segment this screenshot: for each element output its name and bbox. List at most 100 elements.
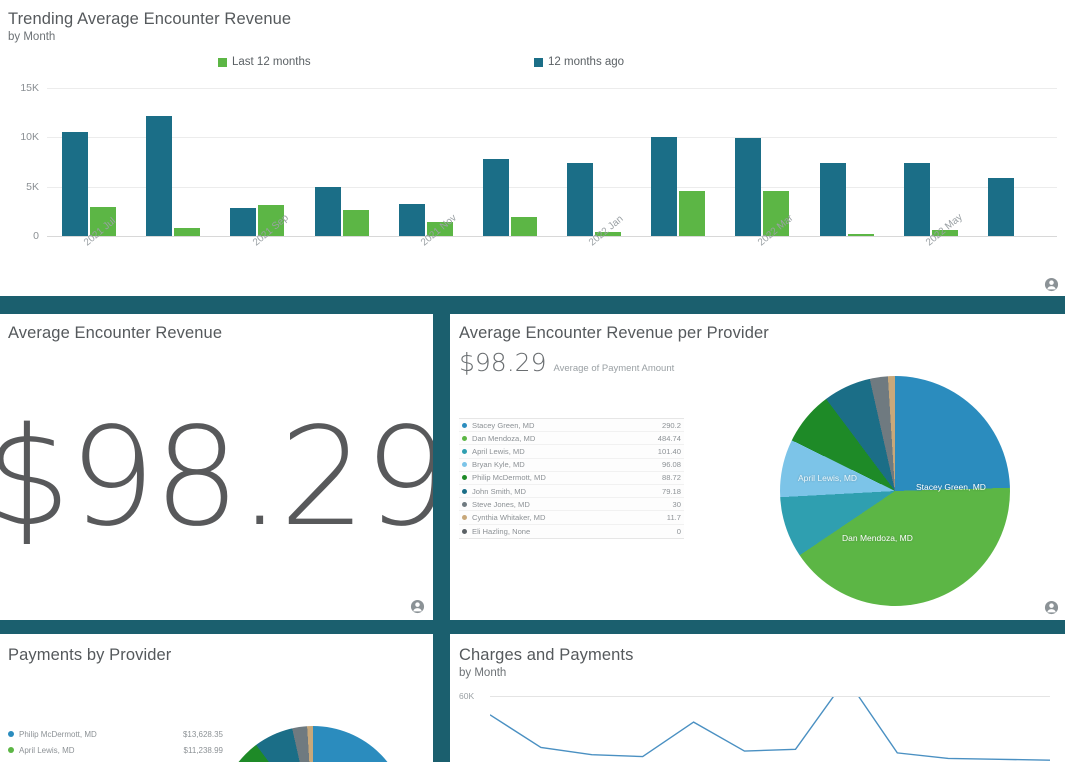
color-dot [462, 528, 467, 534]
color-dot [462, 448, 467, 454]
bar[interactable] [679, 190, 706, 236]
y-axis-tick-60k: 60K [459, 691, 475, 701]
bar-group[interactable] [805, 88, 889, 236]
provider-name: Dan Mendoza, MD [472, 433, 536, 443]
gridline [47, 88, 1057, 89]
bar[interactable] [90, 206, 117, 236]
bar[interactable] [735, 137, 762, 236]
kpi-value-average-encounter-revenue: $98.29 [0, 399, 433, 557]
bar[interactable] [174, 227, 201, 236]
color-dot [462, 462, 467, 468]
table-row[interactable]: Dan Mendoza, MD 484.74 [459, 432, 684, 446]
table-row[interactable]: Eli Hazling, None 0 [459, 525, 684, 538]
legend-swatch-teal [534, 57, 543, 67]
provider-name: Cynthia Whitaker, MD [472, 512, 546, 522]
color-dot [462, 475, 467, 481]
bar[interactable] [595, 232, 622, 236]
legend-label: Last 12 months [232, 56, 311, 68]
bar-group[interactable] [973, 88, 1057, 236]
kpi-revenue-per-provider: $98.29 Average of Payment Amount [459, 348, 674, 377]
legend-item-last-12-months[interactable]: Last 12 months [218, 56, 311, 68]
bar[interactable] [987, 177, 1014, 236]
list-item[interactable]: April Lewis, MD $11,238.99 [8, 742, 223, 758]
provider-amount: $11,238.99 [183, 745, 223, 755]
y-axis-tick: 5K [26, 180, 39, 193]
pie-chart-revenue-per-provider[interactable]: Stacey Green, MD Dan Mendoza, MD April L… [780, 376, 1010, 606]
color-dot [462, 422, 467, 428]
bar[interactable] [482, 159, 509, 236]
bar[interactable] [398, 204, 425, 236]
bar[interactable] [510, 217, 537, 236]
card-title-revenue-per-provider: Average Encounter Revenue per Provider [459, 324, 769, 342]
bar-series-container [47, 88, 1057, 236]
legend-swatch-green [218, 57, 227, 67]
legend-label: 12 months ago [548, 56, 625, 68]
bar[interactable] [146, 115, 173, 236]
provider-table[interactable]: Stacey Green, MD 290.2 Dan Mendoza, MD 484.… [459, 418, 684, 539]
page-title: Trending Average Encounter Revenue [8, 10, 292, 28]
table-row[interactable]: Cynthia Whitaker, MD 11.7 [459, 511, 684, 525]
color-dot [8, 747, 14, 753]
bar-group[interactable] [552, 88, 636, 236]
bar[interactable] [314, 186, 341, 236]
provider-value: 30 [672, 499, 681, 509]
bar[interactable] [763, 191, 790, 236]
card-charges-and-payments[interactable]: Charges and Payments by Month 60K [450, 634, 1065, 762]
bar-chart-plot: 0 5K 10K 15K [20, 82, 1057, 242]
bar[interactable] [819, 163, 846, 236]
person-icon[interactable] [1044, 600, 1059, 615]
person-icon[interactable] [410, 599, 425, 614]
table-row[interactable]: Stacey Green, MD 290.2 [459, 419, 684, 433]
bar-group[interactable] [889, 88, 973, 236]
provider-name: Bryan Kyle, MD [472, 460, 525, 470]
bar-group[interactable] [720, 88, 804, 236]
card-average-encounter-revenue[interactable]: Average Encounter Revenue $98.29 [0, 314, 433, 620]
table-row[interactable]: Bryan Kyle, MD 96.08 [459, 459, 684, 472]
table-row[interactable]: April Lewis, MD 101.40 [459, 445, 684, 459]
color-dot [462, 514, 467, 520]
bar[interactable] [567, 163, 594, 236]
color-dot [462, 501, 467, 507]
bar[interactable] [62, 132, 89, 236]
line-path [489, 677, 1051, 761]
bar-group[interactable] [468, 88, 552, 236]
card-payments-by-provider[interactable]: Payments by Provider Philip McDermott, M… [0, 634, 433, 762]
table-row[interactable]: Steve Jones, MD 30 [459, 498, 684, 512]
provider-name: John Smith, MD [472, 486, 527, 496]
bar-group[interactable] [47, 88, 131, 236]
legend-item-12-months-ago[interactable]: 12 months ago [534, 56, 624, 68]
provider-name: Steve Jones, MD [472, 499, 530, 509]
y-axis-tick: 0 [33, 230, 39, 242]
bar[interactable] [847, 233, 874, 236]
table-row[interactable]: Philip McDermott, MD 88.72 [459, 472, 684, 485]
pie-label-april-lewis: April Lewis, MD [798, 473, 858, 483]
provider-value: 79.18 [661, 486, 681, 496]
list-item[interactable]: Philip McDermott, MD $13,628.35 [8, 726, 223, 742]
y-axis-tick: 15K [20, 82, 39, 94]
table-row[interactable]: John Smith, MD 79.18 [459, 485, 684, 499]
charges-payments-subtitle: by Month [459, 666, 507, 679]
bar-group[interactable] [300, 88, 384, 236]
payments-legend[interactable]: Philip McDermott, MD $13,628.35 April Lewi… [8, 726, 223, 758]
bar-group[interactable] [636, 88, 720, 236]
provider-value: 11.7 [666, 512, 681, 522]
color-dot [462, 435, 467, 441]
line-chart-plot [489, 677, 1051, 762]
pie-chart-payments-by-provider[interactable] [218, 726, 408, 762]
card-average-encounter-revenue-per-provider[interactable]: Average Encounter Revenue per Provider $… [450, 314, 1065, 620]
bar-group[interactable] [215, 88, 299, 236]
bar[interactable] [931, 230, 958, 236]
card-trending-average-encounter-revenue[interactable]: Trending Average Encounter Revenue by Mo… [0, 0, 1065, 296]
bar[interactable] [651, 137, 678, 236]
bar[interactable] [342, 210, 369, 236]
bar[interactable] [903, 163, 930, 236]
gridline [47, 137, 1057, 139]
provider-name: Philip McDermott, MD [472, 473, 546, 483]
person-icon[interactable] [1044, 277, 1059, 292]
bar-group[interactable] [131, 88, 215, 236]
bar[interactable] [230, 208, 257, 236]
bar-group[interactable] [384, 88, 468, 236]
bar[interactable] [426, 221, 453, 236]
provider-name: April Lewis, MD [19, 745, 75, 755]
bar[interactable] [258, 205, 285, 236]
